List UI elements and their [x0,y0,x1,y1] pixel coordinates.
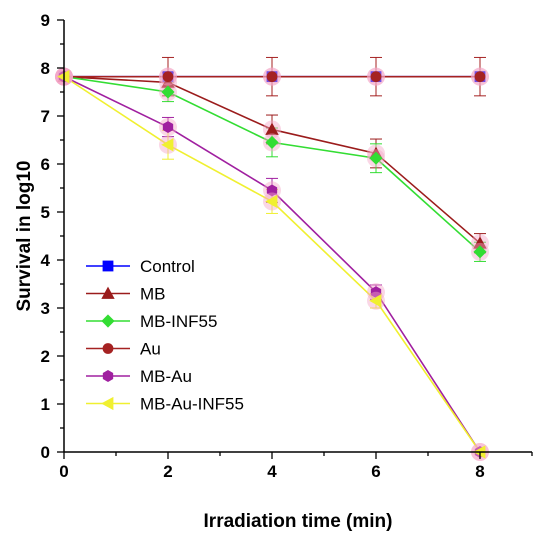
data-point-mb-au-inf55 [265,194,278,209]
data-point-mb-inf55 [369,151,383,165]
x-tick-label: 4 [267,462,277,481]
data-point-mb-au [266,184,278,197]
x-tick-label: 2 [163,462,172,481]
y-tick-label: 9 [41,11,50,30]
legend-label-mb: MB [140,285,166,304]
legend-marker-au [102,343,114,354]
y-tick-label: 1 [41,395,50,414]
x-tick-label: 6 [371,462,380,481]
x-axis-label: Irradiation time (min) [204,511,393,532]
y-tick-label: 2 [41,347,50,366]
legend-marker-mb [101,286,115,299]
series-line-mb-inf55 [63,75,481,253]
y-tick-label: 5 [41,203,50,222]
data-point-mb-inf55 [265,135,279,149]
data-point-au [162,71,174,83]
data-point-au [370,71,382,83]
data-point-mb-au [162,121,174,134]
data-point-mb-au-inf55 [161,138,174,152]
x-tick-label: 0 [59,462,68,481]
legend: Control MB MB-INF55 Au MB-Au MB-Au-INF55 [86,257,244,414]
legend-label-mb-au-inf55: MB-Au-INF55 [140,395,244,414]
data-point-mb-inf55 [473,245,487,259]
series-markers [55,67,489,461]
data-point-au [266,71,278,83]
legend-label-control: Control [140,257,195,276]
y-axis-label: Survival in log10 [14,161,35,312]
legend-label-au: Au [140,340,161,359]
y-tick-label: 0 [41,443,50,462]
legend-marker-mb-inf55 [101,314,115,328]
data-point-mb [265,122,279,135]
y-tick-label: 8 [41,59,50,78]
data-point-mb-inf55 [161,85,175,99]
x-tick-label: 8 [475,462,484,481]
y-ticks: 0 1 2 3 4 5 6 7 8 9 [41,11,64,462]
data-point-au [474,71,486,83]
error-bars [162,56,486,309]
y-tick-label: 7 [41,107,50,126]
legend-marker-mb-au-inf55 [101,396,114,411]
series-line-mb [63,75,481,244]
x-ticks: 0 2 4 6 8 [59,452,533,481]
data-point-mb-au-inf55 [369,294,382,308]
y-tick-label: 4 [41,251,51,270]
legend-label-mb-au: MB-Au [140,367,192,386]
y-tick-label: 6 [41,155,50,174]
y-tick-label: 3 [41,299,50,318]
legend-marker-mb-au [102,370,114,382]
legend-label-mb-inf55: MB-INF55 [140,312,217,331]
legend-marker-control [102,260,114,272]
